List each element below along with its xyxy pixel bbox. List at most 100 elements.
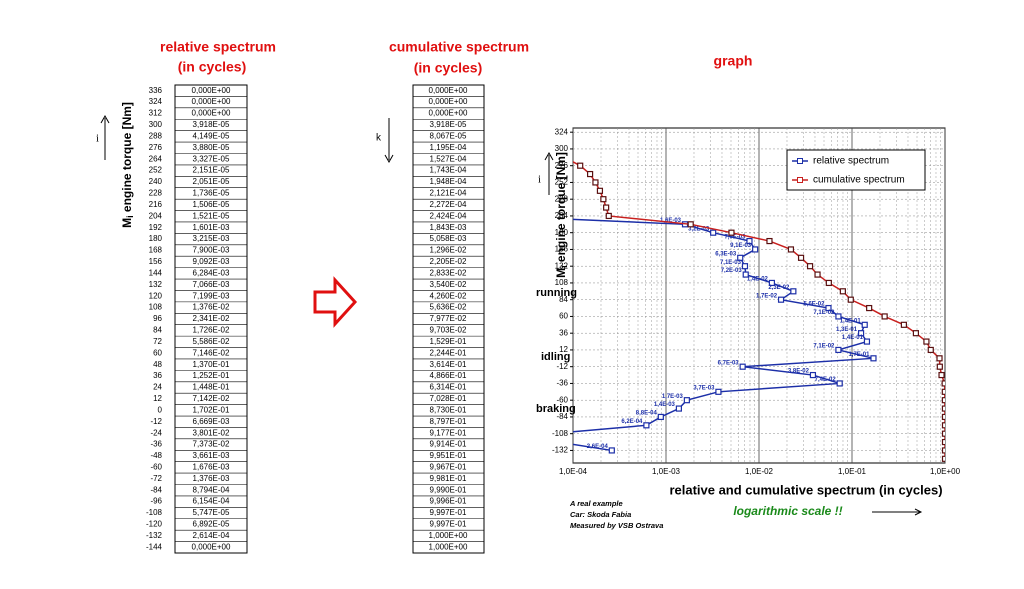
data-label: 6,2E-04 xyxy=(621,419,643,425)
relative-cell: 9,092E-03 xyxy=(193,257,230,266)
y-tick-label: 300 xyxy=(555,144,569,153)
cumulative-cell: 0,000E+00 xyxy=(429,97,468,106)
point xyxy=(742,271,749,278)
relative-cell: 5,747E-05 xyxy=(193,508,230,517)
relative-cell: 7,142E-02 xyxy=(193,394,230,403)
point xyxy=(936,363,943,370)
point xyxy=(710,229,717,236)
heading: (in cycles) xyxy=(414,60,482,76)
point xyxy=(746,237,753,245)
torque-cell: 168 xyxy=(149,246,163,255)
point xyxy=(941,397,945,404)
relative-cell: 2,341E-02 xyxy=(193,314,230,323)
point xyxy=(941,447,945,454)
relative-cell: 3,215E-03 xyxy=(193,234,230,243)
point xyxy=(657,413,664,421)
torque-cell: 240 xyxy=(149,177,163,186)
torque-cell: 204 xyxy=(149,211,163,220)
legend-label: cumulative spectrum xyxy=(813,175,905,186)
cumulative-cell: 3,540E-02 xyxy=(430,280,467,289)
y-tick-label: 204 xyxy=(555,211,569,220)
data-label: 7,2E-03 xyxy=(721,268,743,274)
heading: (in cycles) xyxy=(178,59,246,75)
torque-cell: 132 xyxy=(149,280,163,289)
point xyxy=(814,271,821,278)
relative-cell: 7,146E-02 xyxy=(193,348,230,357)
point xyxy=(605,212,612,220)
point xyxy=(741,263,749,270)
y-tick-label: 276 xyxy=(555,161,569,170)
point xyxy=(861,321,868,328)
data-label: 3,7E-03 xyxy=(693,385,715,391)
cumulative-cell: 2,121E-04 xyxy=(430,189,467,198)
torque-cell: 156 xyxy=(149,257,163,266)
block-arrow xyxy=(313,276,358,328)
relative-cell: 6,154E-04 xyxy=(193,497,230,506)
cumulative-cell: 2,424E-04 xyxy=(430,211,467,220)
point xyxy=(715,388,722,395)
point xyxy=(500,197,505,202)
tables: 336 0,000E+00 0,000E+00 324 0,000E+00 0,000E+… xyxy=(146,84,485,554)
cumulative-cell: 0,000E+00 xyxy=(429,109,468,118)
data-label: 1,3E-01 xyxy=(836,327,858,333)
point xyxy=(941,430,945,437)
y-label-sub: i xyxy=(559,265,569,268)
y-axis-label: Mi engine torque [Nm] xyxy=(554,152,569,278)
x-axis-label: relative and cumulative spectrum (in cyc… xyxy=(669,482,942,497)
point xyxy=(863,338,871,345)
data-label: 7,1E-02 xyxy=(813,344,835,350)
point xyxy=(586,170,594,178)
cumulative-cell: 4,866E-01 xyxy=(430,371,467,380)
y-tick-label: 252 xyxy=(555,178,569,187)
cumulative-cell: 0,000E+00 xyxy=(429,86,468,95)
point xyxy=(739,363,746,370)
x-tick-label: 1,0E-02 xyxy=(745,467,774,476)
data-label: 3,8E-02 xyxy=(788,369,810,375)
legend-label: relative spectrum xyxy=(813,156,889,167)
y-label-text: engine torque [Nm] xyxy=(554,152,568,265)
torque-cell: -84 xyxy=(150,485,162,494)
torque-cell: -120 xyxy=(146,520,163,529)
torque-cell: 24 xyxy=(153,383,162,392)
cumulative-cell: 1,527E-04 xyxy=(430,154,467,163)
cumulative-cell: 2,205E-02 xyxy=(430,257,467,266)
relative-cell: 0,000E+00 xyxy=(192,86,231,95)
torque-cell: 192 xyxy=(149,223,163,232)
cumulative-cell: 7,028E-01 xyxy=(430,394,467,403)
point xyxy=(797,254,805,261)
y-tick-label: -108 xyxy=(552,429,569,438)
torque-cell: 120 xyxy=(149,291,163,300)
point xyxy=(941,388,945,395)
point xyxy=(687,221,694,228)
y-label: Mi engine torque [Nm] xyxy=(120,102,135,228)
point xyxy=(941,413,945,421)
relative-cell: 7,373E-02 xyxy=(193,440,230,449)
point xyxy=(592,179,599,186)
point xyxy=(532,163,537,168)
torque-cell: -96 xyxy=(150,497,162,506)
point xyxy=(675,405,682,412)
heading: relative spectrum xyxy=(160,39,276,55)
torque-cell: -60 xyxy=(150,462,162,471)
relative-cell: 1,376E-02 xyxy=(193,303,230,312)
torque-cell: 48 xyxy=(153,360,162,369)
cumulative-cell: 1,529E-01 xyxy=(430,337,467,346)
point xyxy=(938,371,945,379)
torque-cell: 264 xyxy=(149,154,163,163)
point xyxy=(900,321,907,328)
chart: 1,0E-04 1,0E-03 1,0E-02 1,0E-01 1,0E+00 324 30… xyxy=(500,127,961,530)
y-tick-label: -132 xyxy=(552,446,569,455)
relative-cell: 4,149E-05 xyxy=(193,131,230,140)
y-label-sub: i xyxy=(125,215,135,218)
data-label: 2,6E-04 xyxy=(587,444,609,450)
x-tick-label: 1,0E-03 xyxy=(652,467,681,476)
data-label: 7,1E-02 xyxy=(813,310,835,316)
cumulative-cell: 1,948E-04 xyxy=(430,177,467,186)
data-label: 1,4E-03 xyxy=(654,402,676,408)
point xyxy=(768,279,775,287)
point xyxy=(927,346,934,354)
cumulative-cell: 9,997E-01 xyxy=(430,508,467,517)
torque-cell: 72 xyxy=(153,337,162,346)
cumulative-cell: 1,843E-03 xyxy=(430,223,467,232)
torque-cell: -144 xyxy=(146,542,163,551)
